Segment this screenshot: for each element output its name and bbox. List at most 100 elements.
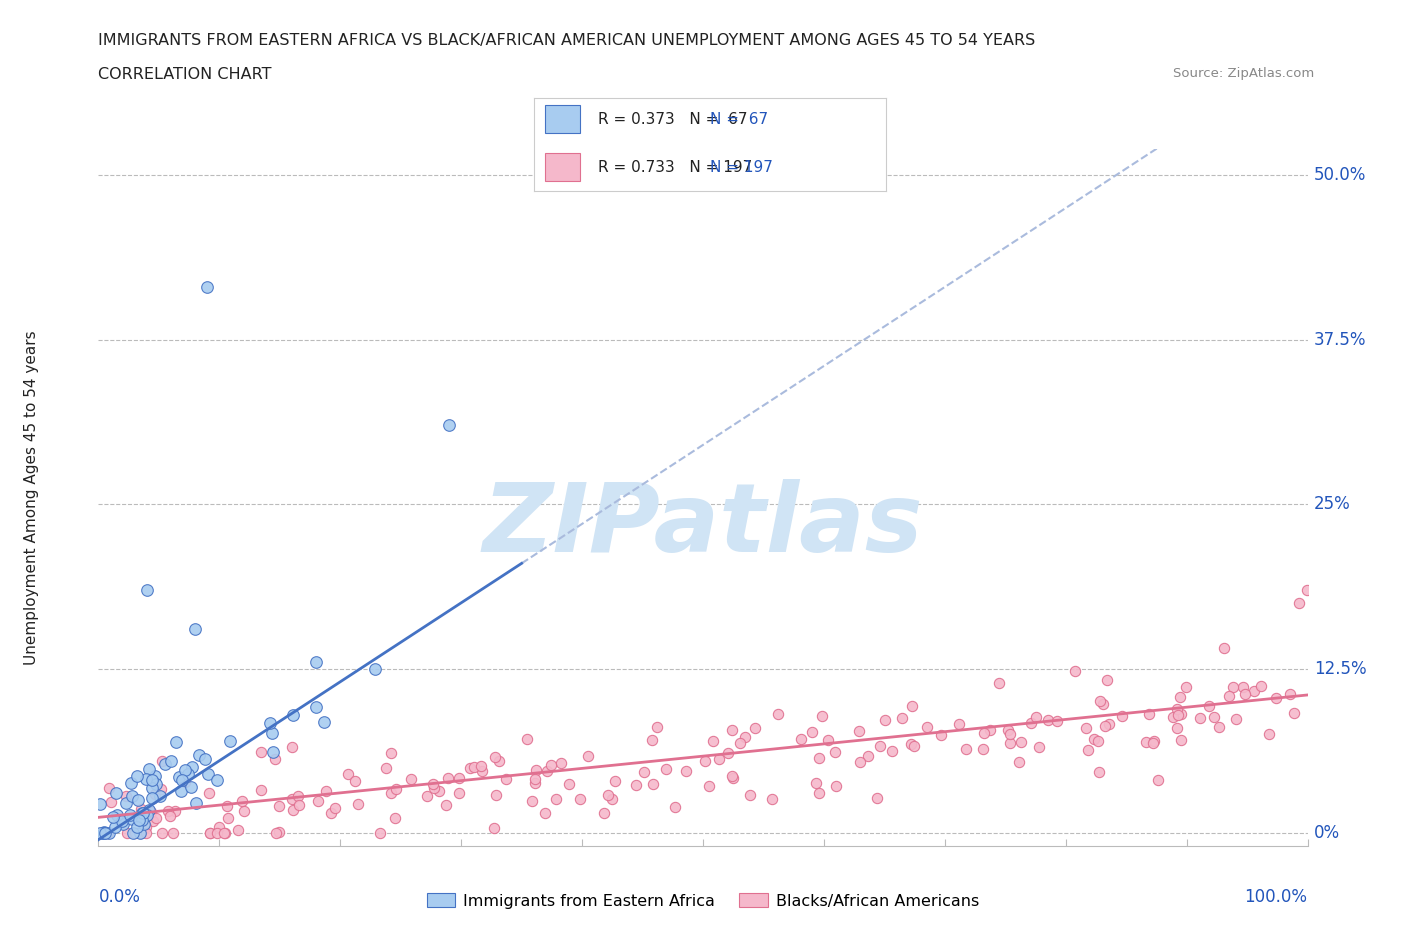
Text: N =  67: N = 67	[710, 112, 768, 126]
Point	[655, 762, 678, 777]
Point	[903, 738, 925, 753]
Point	[197, 766, 219, 781]
Point	[600, 792, 623, 807]
Point	[156, 804, 179, 818]
Point	[207, 819, 229, 834]
Point	[955, 741, 977, 756]
Point	[143, 787, 166, 802]
Point	[929, 728, 952, 743]
Point	[375, 761, 398, 776]
Point	[596, 788, 619, 803]
Point	[1098, 716, 1121, 731]
Point	[141, 773, 163, 788]
Text: CORRELATION CHART: CORRELATION CHART	[98, 67, 271, 82]
Point	[1088, 693, 1111, 708]
Point	[188, 748, 211, 763]
Point	[1077, 742, 1099, 757]
Point	[198, 826, 221, 841]
Point	[437, 771, 460, 786]
Point	[873, 713, 896, 728]
Point	[1019, 716, 1042, 731]
Point	[125, 819, 148, 834]
Text: 50.0%: 50.0%	[1313, 166, 1367, 184]
Point	[1025, 710, 1047, 724]
Point	[1142, 736, 1164, 751]
Text: IMMIGRANTS FROM EASTERN AFRICA VS BLACK/AFRICAN AMERICAN UNEMPLOYMENT AMONG AGES: IMMIGRANTS FROM EASTERN AFRICA VS BLACK/…	[98, 33, 1036, 47]
Point	[170, 784, 193, 799]
Point	[1163, 710, 1185, 724]
Point	[134, 817, 156, 831]
Point	[180, 760, 202, 775]
Point	[89, 826, 111, 841]
Point	[973, 725, 995, 740]
Point	[97, 826, 120, 841]
Point	[540, 758, 562, 773]
Point	[89, 796, 111, 811]
Point	[740, 787, 762, 802]
Point	[205, 825, 228, 840]
Point	[305, 655, 328, 670]
Point	[460, 761, 482, 776]
Point	[734, 729, 756, 744]
Point	[212, 826, 235, 841]
Point	[811, 709, 834, 724]
Point	[1167, 708, 1189, 723]
Text: R = 0.373   N =  67: R = 0.373 N = 67	[598, 112, 747, 126]
Point	[641, 733, 664, 748]
Point	[165, 735, 187, 750]
Point	[1282, 705, 1305, 720]
Point	[524, 772, 547, 787]
Point	[463, 760, 485, 775]
Point	[988, 675, 1011, 690]
Point	[231, 793, 253, 808]
Point	[263, 752, 285, 767]
Point	[127, 792, 149, 807]
Point	[118, 808, 141, 823]
Point	[195, 280, 218, 295]
Point	[139, 804, 162, 819]
Point	[314, 715, 336, 730]
Point	[128, 813, 150, 828]
Point	[104, 819, 127, 834]
Point	[217, 811, 239, 826]
Point	[761, 791, 783, 806]
Point	[380, 785, 402, 800]
Point	[160, 754, 183, 769]
Point	[806, 776, 828, 790]
Point	[1170, 732, 1192, 747]
Point	[447, 786, 470, 801]
Point	[1111, 709, 1133, 724]
Point	[233, 804, 256, 819]
Point	[789, 732, 811, 747]
Point	[578, 748, 600, 763]
Point	[1147, 773, 1170, 788]
Point	[593, 805, 616, 820]
Bar	[544, 105, 579, 133]
Point	[471, 764, 494, 778]
Point	[200, 826, 222, 841]
Point	[138, 762, 160, 777]
Point	[288, 798, 311, 813]
Point	[101, 809, 124, 824]
Point	[856, 749, 879, 764]
Point	[1222, 680, 1244, 695]
Point	[1036, 712, 1059, 727]
Point	[422, 781, 444, 796]
Point	[891, 711, 914, 725]
Point	[1295, 582, 1317, 597]
Point	[422, 777, 444, 791]
Point	[215, 799, 238, 814]
Point	[150, 782, 173, 797]
Point	[882, 744, 904, 759]
Point	[1097, 672, 1119, 687]
Point	[728, 736, 751, 751]
Point	[1243, 684, 1265, 698]
Point	[343, 774, 366, 789]
Point	[1232, 680, 1254, 695]
Point	[135, 819, 157, 834]
Point	[997, 723, 1019, 737]
Point	[323, 801, 346, 816]
Point	[205, 773, 228, 788]
Point	[131, 813, 153, 828]
Point	[94, 826, 117, 841]
